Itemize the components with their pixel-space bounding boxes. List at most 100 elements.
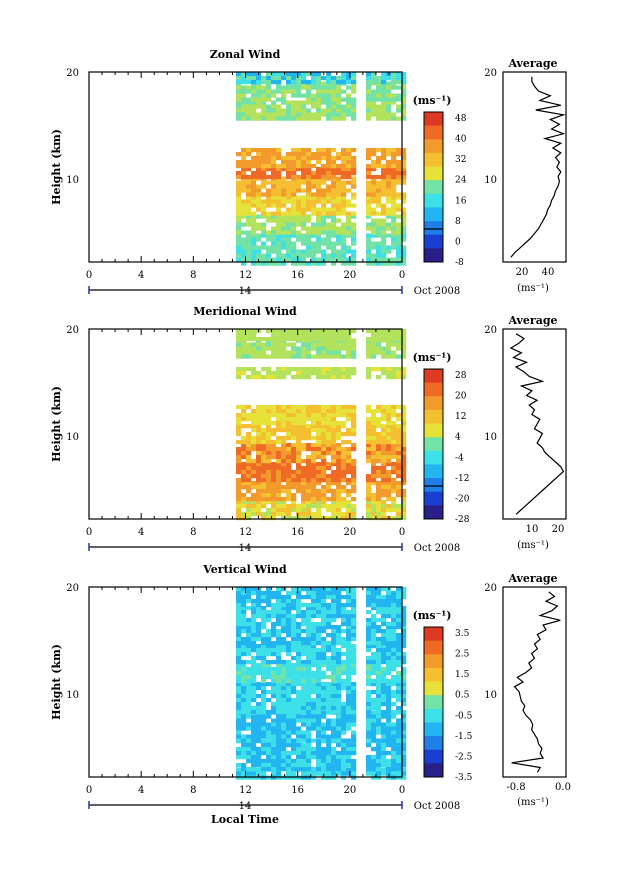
field-cell <box>276 249 282 254</box>
field-cell <box>261 253 267 258</box>
field-cell <box>386 354 392 359</box>
field-cell <box>316 214 322 219</box>
field-cell <box>281 413 287 418</box>
field-cell <box>351 241 357 246</box>
field-cell <box>326 175 332 180</box>
field-cell <box>341 148 347 153</box>
field-cell <box>381 734 387 739</box>
field-cell <box>241 100 247 105</box>
field-cell <box>311 207 317 212</box>
field-cell <box>401 633 407 638</box>
field-cell <box>396 417 402 422</box>
field-cell <box>326 466 332 471</box>
field-cell <box>371 180 377 185</box>
field-cell <box>336 641 342 646</box>
field-cell <box>371 222 377 227</box>
field-cell <box>331 421 337 426</box>
field-cell <box>336 346 342 351</box>
field-cell <box>346 637 352 642</box>
field-cell <box>261 104 267 109</box>
field-cell <box>336 195 342 200</box>
field-cell <box>376 667 382 672</box>
field-cell <box>386 734 392 739</box>
field-cell <box>286 751 292 756</box>
field-cell <box>376 80 382 85</box>
field-cell <box>301 152 307 157</box>
field-cell <box>236 751 242 756</box>
field-cell <box>271 375 277 380</box>
field-cell <box>316 512 322 517</box>
field-cell <box>351 629 357 634</box>
field-cell <box>246 97 252 102</box>
field-cell <box>256 512 262 517</box>
field-cell <box>256 440 262 445</box>
field-cell <box>241 614 247 619</box>
field-cell <box>281 644 287 649</box>
field-cell <box>386 116 392 121</box>
field-cell <box>271 629 277 634</box>
colorbar-label: 2.5 <box>455 650 470 660</box>
field-cell <box>401 443 407 448</box>
field-cell <box>276 622 282 627</box>
field-cell <box>241 207 247 212</box>
field-cell <box>381 261 387 266</box>
field-cell <box>266 595 272 600</box>
field-cell <box>371 759 377 764</box>
field-cell <box>236 629 242 634</box>
field-cell <box>326 432 332 437</box>
field-cell <box>311 447 317 452</box>
field-cell <box>401 226 407 231</box>
field-cell <box>296 257 302 262</box>
field-cell <box>396 261 402 266</box>
field-cell <box>311 485 317 490</box>
field-cell <box>296 610 302 615</box>
field-cell <box>236 698 242 703</box>
field-cell <box>331 618 337 623</box>
field-cell <box>371 497 377 502</box>
field-cell <box>346 417 352 422</box>
field-cell <box>271 160 277 165</box>
field-cell <box>306 470 312 475</box>
field-cell <box>381 508 387 513</box>
field-cell <box>316 455 322 460</box>
field-cell <box>236 116 242 121</box>
field-cell <box>261 222 267 227</box>
field-cell <box>311 755 317 760</box>
field-cell <box>366 222 372 227</box>
field-cell <box>236 350 242 355</box>
field-cell <box>281 516 287 521</box>
field-cell <box>316 443 322 448</box>
field-cell <box>281 346 287 351</box>
field-cell <box>336 614 342 619</box>
field-cell <box>371 481 377 486</box>
field-cell <box>261 214 267 219</box>
field-cell <box>256 112 262 117</box>
field-cell <box>251 633 257 638</box>
colorbar-swatch <box>424 708 443 723</box>
field-cell <box>321 195 327 200</box>
field-cell <box>336 738 342 743</box>
field-cell <box>346 591 352 596</box>
field-cell <box>246 249 252 254</box>
field-cell <box>241 618 247 623</box>
field-cell <box>271 481 277 486</box>
field-cell <box>291 350 297 355</box>
field-cell <box>271 405 277 410</box>
field-cell <box>341 455 347 460</box>
field-cell <box>326 199 332 204</box>
field-cell <box>401 734 407 739</box>
field-cell <box>266 421 272 426</box>
field-cell <box>336 176 342 181</box>
field-cell <box>371 722 377 727</box>
field-cell <box>341 203 347 208</box>
field-cell <box>291 508 297 513</box>
field-cell <box>331 160 337 165</box>
field-cell <box>311 164 317 169</box>
field-cell <box>291 218 297 223</box>
field-cell <box>241 346 247 351</box>
field-cell <box>396 474 402 479</box>
field-cell <box>346 512 352 517</box>
field-cell <box>281 714 287 719</box>
field-cell <box>391 409 397 414</box>
field-cell <box>236 706 242 711</box>
